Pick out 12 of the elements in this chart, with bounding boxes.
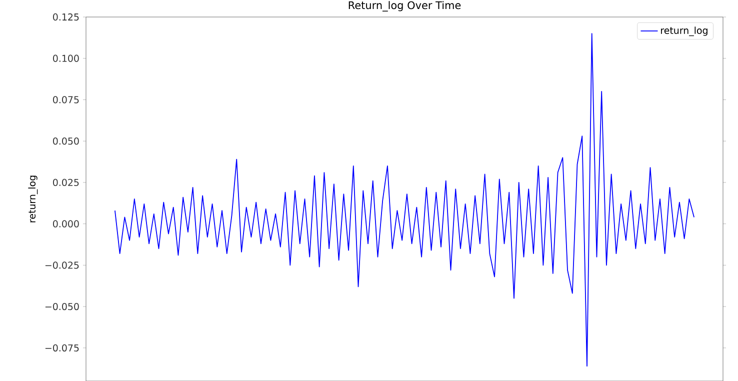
y-tick-label: −0.075 [45, 344, 79, 352]
y-tick-label: 0.125 [53, 13, 79, 21]
y-tick-label: −0.025 [45, 262, 79, 269]
y-tick-label: 0.025 [53, 178, 79, 186]
y-axis-title: return_log [28, 176, 38, 222]
y-tick-label: 0.000 [53, 220, 79, 228]
legend-label: return_log [661, 26, 708, 36]
y-tick-label: 0.075 [53, 96, 79, 104]
y-tick-label: 0.100 [53, 54, 79, 62]
y-tick-label: −0.050 [45, 302, 79, 310]
chart-title: Return_log Over Time [348, 1, 461, 12]
y-tick-label: 0.050 [53, 138, 79, 145]
